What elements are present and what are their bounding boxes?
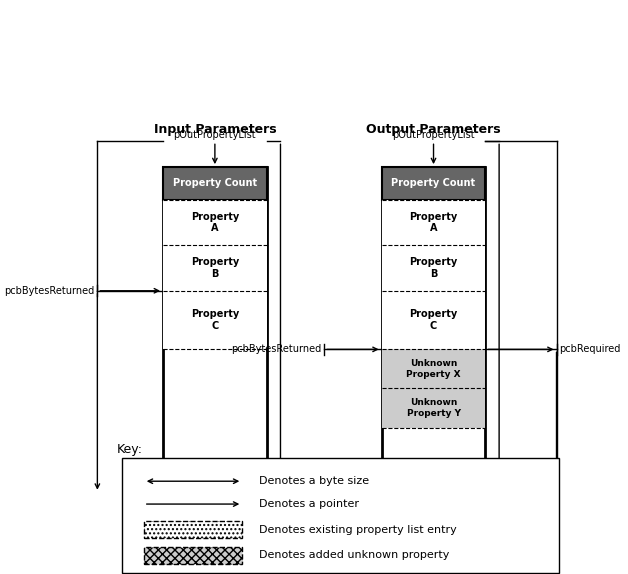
Bar <box>163 291 267 350</box>
Text: cbOutPropertyListSize: cbOutPropertyListSize <box>230 510 330 519</box>
Text: Key:: Key: <box>117 443 143 456</box>
Bar <box>122 459 560 573</box>
Bar <box>382 291 485 350</box>
Text: Property
B: Property B <box>191 257 239 279</box>
Bar <box>382 350 485 389</box>
Text: Output Parameters: Output Parameters <box>366 123 501 135</box>
Bar <box>382 200 485 245</box>
Text: Property
A: Property A <box>191 212 239 233</box>
Text: pcbBytesReturned: pcbBytesReturned <box>231 344 322 354</box>
Text: Denotes existing property list entry: Denotes existing property list entry <box>259 525 457 535</box>
Text: Denotes a byte size: Denotes a byte size <box>259 476 369 486</box>
Text: Property
B: Property B <box>409 257 458 279</box>
Text: pcbBytesReturned: pcbBytesReturned <box>4 286 95 296</box>
Bar <box>382 389 485 428</box>
Text: pOutPropertyList: pOutPropertyList <box>173 130 256 139</box>
Bar <box>144 521 242 538</box>
Text: Denotes added unknown property: Denotes added unknown property <box>259 550 449 560</box>
Text: Property
C: Property C <box>409 309 458 331</box>
Bar <box>163 167 267 200</box>
Text: Buffer: Buffer <box>416 507 451 517</box>
Bar <box>382 167 485 200</box>
Text: Buffer: Buffer <box>198 507 232 517</box>
Text: pOutPropertyList: pOutPropertyList <box>392 130 475 139</box>
Bar <box>163 245 267 291</box>
Bar <box>163 200 267 245</box>
Text: Property
A: Property A <box>409 212 458 233</box>
Text: Property
C: Property C <box>191 309 239 331</box>
Text: pcbRequired: pcbRequired <box>560 344 620 354</box>
Text: Unknown
Property X: Unknown Property X <box>406 359 461 379</box>
Bar <box>163 167 267 492</box>
Bar <box>144 547 242 564</box>
Text: Property Count: Property Count <box>173 179 257 188</box>
Text: Input Parameters: Input Parameters <box>154 123 276 135</box>
Text: Property Count: Property Count <box>391 179 475 188</box>
Text: Denotes a pointer: Denotes a pointer <box>259 499 359 509</box>
Text: Unknown
Property Y: Unknown Property Y <box>406 398 460 418</box>
Text: cbOutPropertyListSize: cbOutPropertyListSize <box>449 510 549 519</box>
Bar <box>382 167 485 492</box>
Bar <box>382 245 485 291</box>
